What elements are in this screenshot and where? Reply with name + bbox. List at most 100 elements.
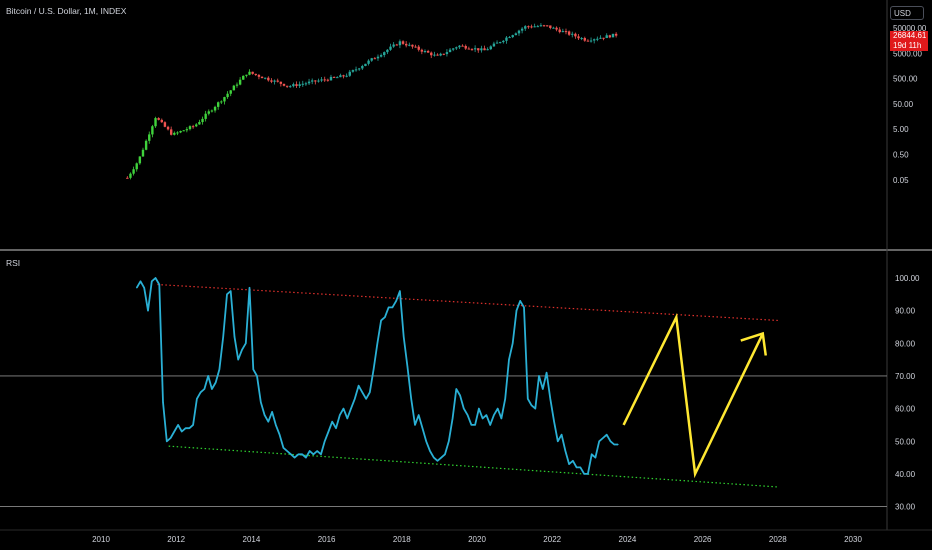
rsi-point <box>230 290 232 292</box>
candle-body <box>163 122 167 127</box>
rsi-point <box>151 280 153 282</box>
candle-body <box>320 79 323 81</box>
rsi-point <box>162 401 164 403</box>
candle-body <box>151 126 154 135</box>
rsi-point <box>602 437 604 439</box>
candle-body <box>270 80 273 82</box>
candle-body <box>229 90 232 94</box>
candle-body <box>567 31 571 35</box>
rsi-point <box>196 398 198 400</box>
rsi-tick-label: 80.00 <box>895 339 916 348</box>
candle-body <box>226 93 229 98</box>
candle-body <box>586 40 590 42</box>
candle-body <box>498 42 502 44</box>
time-tick-label: 2028 <box>769 535 787 544</box>
rsi-point <box>440 456 442 459</box>
rsi-point <box>557 440 559 442</box>
rsi-point <box>185 427 187 429</box>
rsi-point <box>200 391 202 393</box>
candle-body <box>580 38 583 40</box>
rsi-tick-label: 30.00 <box>895 503 916 512</box>
candle-body <box>458 45 461 48</box>
lower-trendline[interactable] <box>168 445 778 488</box>
candle-body <box>455 47 458 49</box>
candle-body <box>574 33 577 37</box>
rsi-tick-label: 60.00 <box>895 405 916 414</box>
candle-body <box>257 74 261 77</box>
rsi-point <box>166 440 168 442</box>
candle-body <box>517 30 521 34</box>
candle-body <box>552 27 555 29</box>
rsi-point <box>207 375 209 377</box>
candle-body <box>439 53 442 56</box>
rsi-point <box>493 414 495 416</box>
rsi-point <box>606 434 608 436</box>
price-axis[interactable]: 50000.00 5000.00 500.00 50.00 5.00 0.50 0.05 <box>893 24 927 185</box>
rsi-indicator-label[interactable]: RSI <box>6 258 21 268</box>
candle-body <box>166 126 170 130</box>
rsi-point <box>553 421 555 423</box>
candle-body <box>596 38 599 40</box>
candle-body <box>483 48 486 51</box>
candle-body <box>451 48 455 50</box>
candle-body <box>430 52 433 56</box>
rsi-point <box>410 398 412 400</box>
candle-body <box>602 37 605 39</box>
rsi-point <box>579 466 582 468</box>
candle-body <box>436 54 439 56</box>
candle-body <box>367 60 370 64</box>
time-tick-label: 2012 <box>167 535 185 544</box>
rsi-point <box>470 424 472 426</box>
rsi-point <box>549 398 551 400</box>
candle-body <box>132 169 135 174</box>
time-axis[interactable]: 2010 2012 2014 2016 2018 2020 2022 2024 2026 2028… <box>92 535 862 544</box>
rsi-point <box>418 414 420 416</box>
rsi-point <box>421 427 424 429</box>
candle-body <box>144 140 148 150</box>
price-tick-label: 0.05 <box>893 176 909 185</box>
candle-body <box>188 126 192 130</box>
rsi-point <box>263 414 266 416</box>
candle-body <box>364 63 367 67</box>
candle-body <box>536 26 539 28</box>
price-tick-label: 50.00 <box>893 100 914 109</box>
time-tick-label: 2022 <box>543 535 561 544</box>
rsi-point <box>425 440 427 442</box>
candle-body <box>511 35 514 38</box>
rsi-point <box>373 368 375 371</box>
rsi-point <box>342 408 345 410</box>
symbol-title[interactable]: Bitcoin / U.S. Dollar, 1M, INDEX <box>6 6 127 16</box>
rsi-point <box>388 306 390 308</box>
projection-arrowhead[interactable] <box>740 331 767 356</box>
projection-zigzag-arrow[interactable] <box>622 312 764 479</box>
rsi-point <box>542 388 544 390</box>
candle-body <box>386 49 389 53</box>
rsi-point <box>139 280 142 282</box>
candle-body <box>492 43 496 47</box>
rsi-point <box>286 450 288 452</box>
candle-body <box>176 132 179 134</box>
currency-button[interactable]: USD <box>890 6 924 20</box>
candle-body <box>242 75 245 80</box>
candle-body <box>524 26 527 29</box>
candle-body <box>445 52 449 55</box>
candle-body <box>383 52 386 56</box>
candle-body <box>263 77 267 79</box>
rsi-point <box>237 359 239 361</box>
rsi-point <box>500 417 503 419</box>
candle-body <box>179 130 182 133</box>
candle-body <box>135 163 138 170</box>
rsi-axis[interactable]: 100.00 90.00 80.00 70.00 60.00 50.00 40.00 30.0… <box>895 274 920 512</box>
candle-body <box>508 37 511 39</box>
candle-body <box>195 124 198 127</box>
rsi-point <box>451 417 454 419</box>
candle-body <box>592 39 596 41</box>
candle-body <box>426 50 430 53</box>
candle-body <box>357 68 361 70</box>
candle-body <box>314 80 317 82</box>
candle-body <box>345 75 348 77</box>
rsi-point <box>215 381 217 384</box>
candlestick-series[interactable] <box>126 23 618 180</box>
candle-body <box>376 56 380 59</box>
